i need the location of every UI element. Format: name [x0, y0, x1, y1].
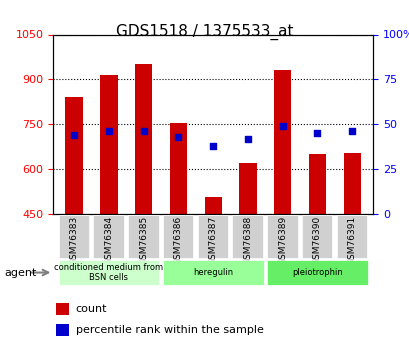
Bar — [56, 303, 69, 315]
FancyBboxPatch shape — [336, 215, 366, 258]
Text: conditioned medium from
BSN cells: conditioned medium from BSN cells — [54, 263, 163, 282]
Bar — [65, 97, 83, 214]
Point — [348, 129, 355, 134]
FancyBboxPatch shape — [266, 215, 297, 258]
Bar — [56, 324, 69, 336]
Point — [313, 130, 320, 136]
FancyBboxPatch shape — [58, 260, 159, 285]
Text: GSM76383: GSM76383 — [70, 216, 79, 265]
Point — [279, 123, 285, 129]
FancyBboxPatch shape — [301, 215, 332, 258]
Bar — [343, 152, 360, 214]
Text: GSM76389: GSM76389 — [278, 216, 287, 265]
Text: GSM76385: GSM76385 — [139, 216, 148, 265]
Text: GSM76388: GSM76388 — [243, 216, 252, 265]
Text: percentile rank within the sample: percentile rank within the sample — [76, 325, 263, 335]
FancyBboxPatch shape — [93, 215, 124, 258]
Bar — [169, 123, 187, 214]
FancyBboxPatch shape — [197, 215, 227, 258]
FancyBboxPatch shape — [128, 215, 158, 258]
Text: count: count — [76, 304, 107, 314]
Point — [71, 132, 77, 138]
Text: pleiotrophin: pleiotrophin — [291, 268, 342, 277]
Text: GSM76390: GSM76390 — [312, 216, 321, 265]
Bar — [308, 154, 326, 214]
FancyBboxPatch shape — [162, 215, 193, 258]
Text: heregulin: heregulin — [193, 268, 233, 277]
Bar — [204, 197, 221, 214]
Point — [244, 136, 251, 141]
FancyBboxPatch shape — [232, 215, 262, 258]
Text: GSM76384: GSM76384 — [104, 216, 113, 265]
Text: agent: agent — [4, 268, 36, 277]
Text: GDS1518 / 1375533_at: GDS1518 / 1375533_at — [116, 24, 293, 40]
Text: GSM76386: GSM76386 — [173, 216, 182, 265]
Point — [209, 143, 216, 148]
FancyBboxPatch shape — [58, 215, 89, 258]
FancyBboxPatch shape — [266, 260, 367, 285]
Bar — [135, 65, 152, 214]
FancyBboxPatch shape — [162, 260, 263, 285]
Bar — [273, 70, 291, 214]
Bar — [100, 75, 117, 214]
Bar — [239, 163, 256, 214]
Point — [175, 134, 181, 139]
Point — [106, 129, 112, 134]
Point — [140, 129, 146, 134]
Text: GSM76391: GSM76391 — [347, 216, 356, 265]
Text: GSM76387: GSM76387 — [208, 216, 217, 265]
